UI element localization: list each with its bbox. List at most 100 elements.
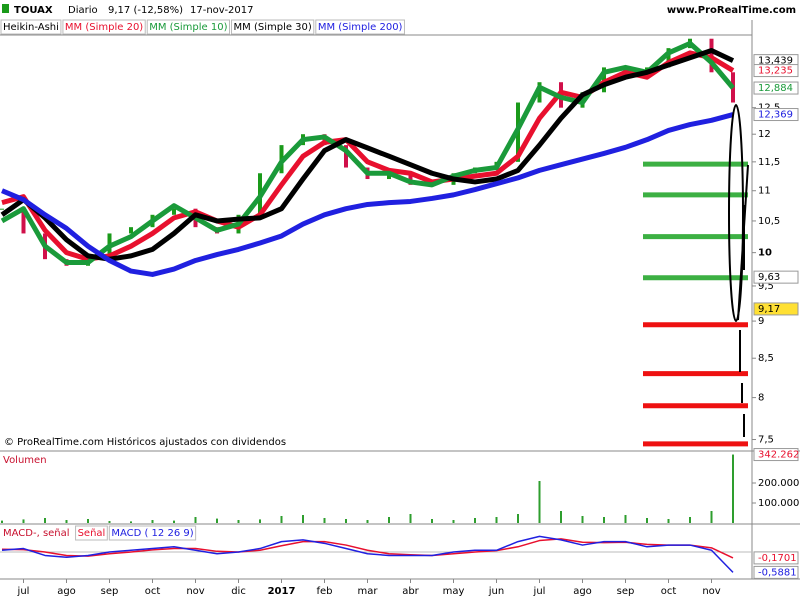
- legend-entry: MM (Simple 10): [149, 22, 227, 33]
- header: TOUAX Diario 9,17 (-12,58%) 17-nov-2017 …: [2, 4, 796, 16]
- volume-bar: [732, 454, 734, 523]
- price-tag-box: [753, 81, 799, 95]
- volume-bar: [323, 518, 326, 523]
- series-line: [1, 112, 734, 277]
- candle: [172, 208, 176, 215]
- candle: [21, 208, 26, 234]
- legend-box: [231, 19, 315, 35]
- x-tick-label: oct: [661, 586, 677, 597]
- series-line: [1, 535, 734, 573]
- volume-bar: [130, 521, 132, 523]
- price-tag: 12,884: [758, 83, 793, 94]
- period: Diario: [68, 5, 98, 16]
- price-tag-box: [753, 551, 799, 565]
- volume-bar: [22, 519, 25, 523]
- volume-bar: [560, 511, 562, 523]
- candle: [0, 208, 4, 210]
- volume-bar: [108, 521, 111, 523]
- price-tag: 9,63: [758, 272, 780, 283]
- volume-bar: [452, 520, 455, 523]
- volume-bar: [710, 511, 713, 523]
- volume-bar: [280, 516, 283, 523]
- legend-box: [62, 19, 146, 35]
- price-tag-box: [753, 64, 799, 78]
- x-tick-label: nov: [186, 586, 204, 597]
- x-tick-label: sep: [101, 586, 119, 597]
- symbol-icon: [2, 4, 9, 13]
- y-tick-label: 8,5: [758, 353, 774, 364]
- candle: [129, 227, 133, 234]
- legend-box: [146, 19, 231, 35]
- legend-entry: MM (Simple 200): [318, 22, 403, 33]
- series-line: [0, 40, 735, 265]
- volume-bar: [474, 518, 476, 523]
- volume-bar: [1, 520, 3, 523]
- price-tag-box: [753, 270, 799, 284]
- symbol: TOUAX: [14, 5, 53, 16]
- x-tick-label: feb: [316, 586, 332, 597]
- y-tick-label: 10,5: [758, 216, 780, 227]
- legend-box: [315, 19, 405, 35]
- series-line: [0, 48, 735, 262]
- x-tick-label: dic: [231, 586, 246, 597]
- price-tag: 9,17: [758, 304, 780, 315]
- y-tick-label: 100.000: [758, 498, 799, 509]
- volume-bar: [259, 519, 261, 523]
- volume-bar: [431, 519, 433, 523]
- y-tick-label: 200.000: [758, 478, 799, 489]
- volume-bar: [44, 518, 46, 523]
- price-tag: 13,439: [758, 56, 793, 67]
- y-tick-label: 9: [758, 316, 764, 327]
- volume-bar: [689, 517, 691, 523]
- legend-entry: MM (Simple 20): [65, 22, 143, 33]
- x-tick-label: abr: [402, 586, 419, 597]
- candle: [666, 48, 671, 68]
- volume-bar: [345, 519, 347, 523]
- price-tag-box: [753, 302, 799, 316]
- volume-bar: [603, 517, 605, 523]
- volume-bar: [388, 517, 390, 523]
- series-line: [1, 50, 735, 262]
- x-tick-label: ago: [57, 586, 76, 597]
- volume-bar: [194, 517, 197, 523]
- legend-entry: Señal: [78, 528, 106, 539]
- volume-bar: [538, 481, 541, 523]
- volume-bar: [302, 515, 304, 523]
- price-tag-box: [753, 565, 799, 579]
- volume-bar: [151, 520, 154, 523]
- site: www.ProRealTime.com: [667, 5, 796, 16]
- quote: 9,17 (-12,58%): [108, 5, 183, 16]
- price-tag: 12,369: [758, 110, 793, 121]
- x-tick-label: ago: [573, 586, 592, 597]
- candle: [408, 173, 413, 185]
- plot-layer: jul ago sep oct nov dic 2017 feb mar abr may jun jul…: [0, 19, 799, 597]
- volume-bar: [517, 514, 519, 523]
- x-tick-label: may: [443, 586, 465, 597]
- price-tag: 342.262: [758, 450, 799, 461]
- volume-bar: [667, 519, 670, 523]
- volume-bar: [216, 518, 218, 523]
- volume-bar: [173, 520, 175, 523]
- y-tick-label: 7,5: [758, 435, 774, 446]
- projection-marks: [728, 104, 749, 437]
- series-line: [1, 538, 734, 559]
- legend-box: [0, 19, 62, 35]
- volume-bar: [65, 520, 68, 523]
- volume-bar: [409, 514, 412, 523]
- y-tick-label: 11: [758, 186, 771, 197]
- x-tick-label: 2017: [268, 586, 296, 597]
- x-tick-label: jul: [533, 586, 546, 597]
- volume-bar: [581, 516, 584, 523]
- annotation: © ProRealTime.com Históricos ajustados c…: [4, 436, 286, 448]
- price-tag: -0,1701: [758, 553, 797, 564]
- x-tick-label: jun: [488, 586, 504, 597]
- y-tick-label: 11,5: [758, 157, 780, 168]
- volume-bar: [366, 520, 369, 523]
- x-tick-label: oct: [145, 586, 161, 597]
- volume-bar: [237, 520, 240, 523]
- legend-entry: MM (Simple 30): [234, 22, 312, 33]
- price-tag-box: [753, 448, 799, 462]
- date: 17-nov-2017: [190, 5, 254, 16]
- volume-bar: [624, 515, 627, 523]
